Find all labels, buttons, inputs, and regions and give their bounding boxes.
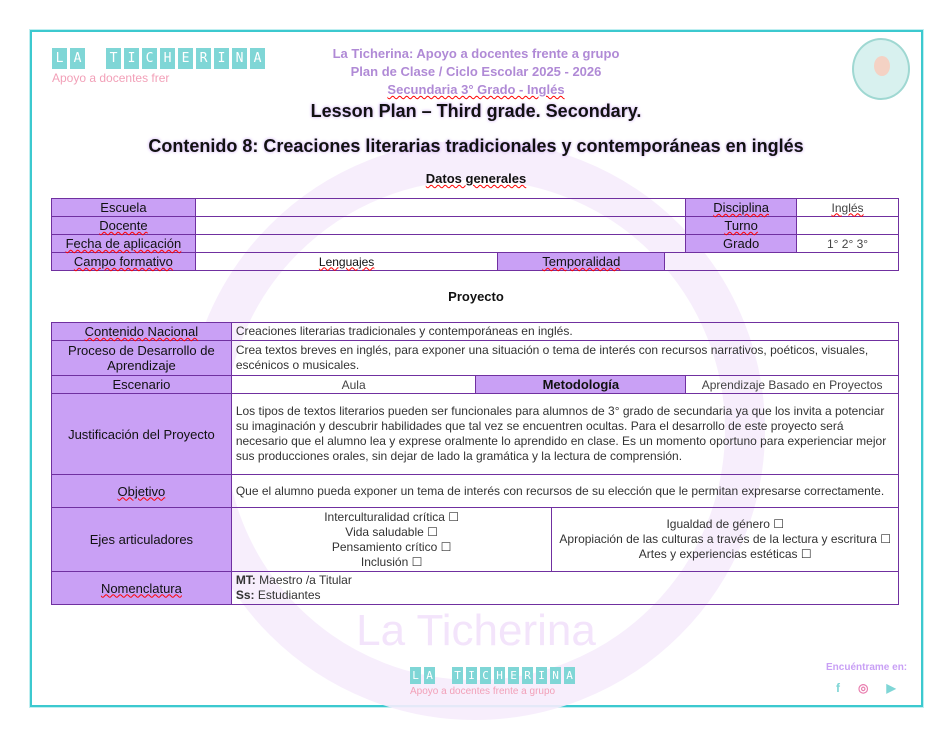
eje-item[interactable]: Igualdad de género ☐ <box>666 517 784 531</box>
logo-letter: N <box>550 667 561 684</box>
logo-letter: H <box>494 667 505 684</box>
header-line2: Plan de Clase / Ciclo Escolar 2025 - 202… <box>350 64 602 79</box>
eje-item[interactable]: Vida saludable ☐ <box>345 524 438 539</box>
logo-letter: A <box>250 48 265 69</box>
logo-letter: H <box>160 48 175 69</box>
brand-tagline: Apoyo a docentes frer <box>52 71 170 85</box>
youtube-icon[interactable]: ▶ <box>886 681 896 695</box>
label-nomenclatura: Nomenclatura <box>51 571 232 605</box>
eje-item[interactable]: Apropiación de las culturas a través de … <box>559 532 891 546</box>
logo-letter: L <box>410 667 421 684</box>
logo-letter: A <box>424 667 435 684</box>
proyecto-table: Contenido Nacional Creaciones literarias … <box>51 322 900 605</box>
ejes-right: Igualdad de género ☐ Apropiación de las c… <box>551 507 899 572</box>
facebook-icon[interactable]: f <box>836 681 840 695</box>
contenido-value: Creaciones literarias tradicionales y co… <box>230 322 900 341</box>
fecha-field[interactable] <box>194 234 687 253</box>
datos-heading: Datos generales <box>425 171 527 186</box>
logo-letter: L <box>52 48 67 69</box>
footer-tagline: Apoyo a docentes frente a grupo <box>410 686 556 697</box>
page-title: Lesson Plan – Third grade. Secondary. <box>310 101 642 121</box>
logo-letter: I <box>214 48 229 69</box>
social-label: Encuéntrame en: <box>826 662 908 673</box>
eje-item[interactable]: Inclusión ☐ <box>360 554 423 569</box>
label-justificacion: Justificación del Proyecto <box>51 393 232 475</box>
label-docente: Docente <box>51 216 196 235</box>
disciplina-value: Inglés <box>796 198 899 217</box>
label-campo: Campo formativo <box>51 252 196 271</box>
logo-letter: R <box>196 48 211 69</box>
label-grado: Grado <box>685 234 798 253</box>
logo-letter: E <box>178 48 193 69</box>
header-line1: La Ticherina: Apoyo a docentes frente a … <box>332 46 620 61</box>
label-escenario: Escenario <box>51 375 232 394</box>
social-links: Encuéntrame en: f ◎ ▶ <box>826 662 907 695</box>
logo-letter: R <box>522 667 533 684</box>
logo-letter <box>438 667 449 684</box>
instagram-icon[interactable]: ◎ <box>858 681 869 695</box>
ejes-left: Interculturalidad crítica ☐ Vida saludabl… <box>230 507 553 572</box>
logo-letter: E <box>508 667 519 684</box>
label-ejes: Ejes articuladores <box>51 507 232 572</box>
turno-field[interactable] <box>796 216 899 235</box>
label-escuela: Escuela <box>51 198 196 217</box>
logo-letter: I <box>536 667 547 684</box>
header-line3: Secundaria 3° Grado - Inglés <box>387 82 565 97</box>
proceso-value: Crea textos breves en inglés, para expon… <box>230 340 900 376</box>
logo-letter: T <box>106 48 121 69</box>
grado-value: 1° 2° 3° <box>796 234 899 253</box>
objetivo-value: Que el alumno pueda exponer un tema de i… <box>230 474 900 508</box>
eje-item[interactable]: Pensamiento crítico ☐ <box>331 539 452 554</box>
label-proceso: Proceso de Desarrollo de Aprendizaje <box>51 340 232 376</box>
eje-item[interactable]: Interculturalidad crítica ☐ <box>324 509 460 524</box>
page-subtitle: Contenido 8: Creaciones literarias tradi… <box>148 136 804 156</box>
label-contenido: Contenido Nacional <box>51 322 232 341</box>
label-metodologia: Metodología <box>475 375 687 394</box>
avatar-logo <box>852 38 910 100</box>
campo-value: Lenguajes <box>194 252 499 271</box>
logo-letter: N <box>232 48 247 69</box>
logo-letter: I <box>466 667 477 684</box>
docente-field[interactable] <box>194 216 687 235</box>
logo-letter: A <box>70 48 85 69</box>
logo-letter <box>88 48 103 69</box>
escuela-field[interactable] <box>194 198 687 217</box>
label-turno: Turno <box>685 216 798 235</box>
logo-letter: C <box>480 667 491 684</box>
proyecto-heading: Proyecto <box>448 289 504 304</box>
label-fecha: Fecha de aplicación <box>51 234 196 253</box>
nomenclatura-value: MT: Maestro /a Titular Ss: Estudiantes <box>230 571 900 605</box>
label-disciplina: Disciplina <box>685 198 798 217</box>
eje-item[interactable]: Artes y experiencias estéticas ☐ <box>638 547 812 561</box>
logo-letter: I <box>124 48 139 69</box>
escenario-value: Aula <box>230 375 477 394</box>
logo-letter: C <box>142 48 157 69</box>
label-objetivo: Objetivo <box>51 474 232 508</box>
label-temporalidad: Temporalidad <box>497 252 666 271</box>
justificacion-value: Los tipos de textos literarios pueden se… <box>230 393 900 475</box>
watermark-text: La Ticherina <box>356 606 596 655</box>
temporalidad-field[interactable] <box>664 252 899 271</box>
metodologia-value: Aprendizaje Basado en Proyectos <box>685 375 899 394</box>
logo-letter: A <box>564 667 575 684</box>
datos-table: Escuela Disciplina Inglés Docente Turno Fec… <box>51 198 899 271</box>
logo-letter: T <box>452 667 463 684</box>
